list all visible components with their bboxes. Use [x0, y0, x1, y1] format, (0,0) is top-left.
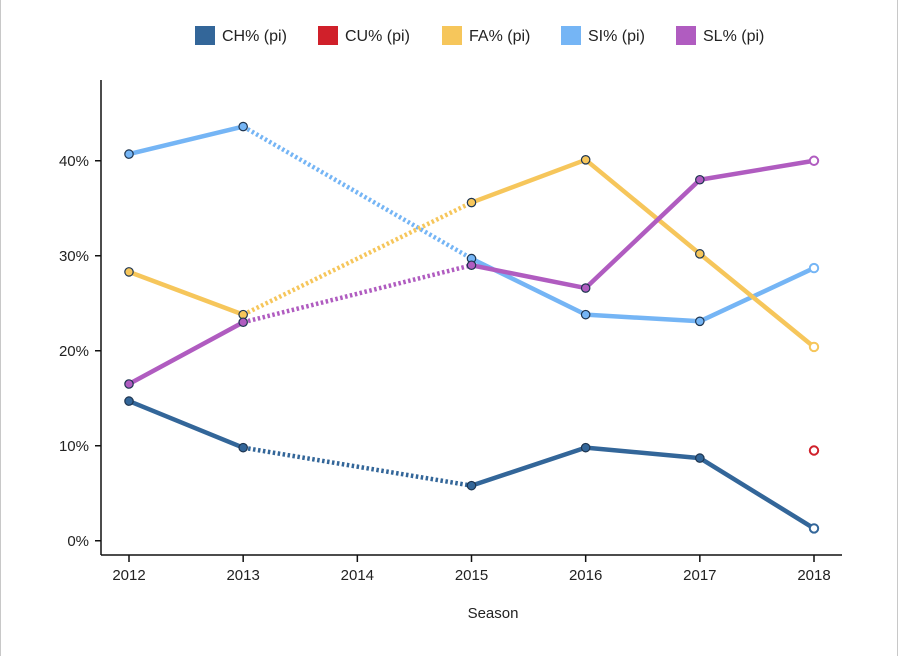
- data-point[interactable]: [808, 523, 820, 534]
- legend-swatch: [195, 26, 215, 45]
- y-tick-label: 10%: [59, 438, 89, 455]
- series-0: [124, 396, 820, 534]
- x-tick-label: 2013: [226, 567, 259, 584]
- series-segment: [697, 265, 817, 324]
- series-segment: [583, 445, 703, 461]
- series-segment: [583, 177, 703, 291]
- data-point[interactable]: [580, 283, 591, 293]
- series-4: [124, 155, 820, 389]
- data-point[interactable]: [124, 267, 134, 277]
- data-point[interactable]: [695, 316, 705, 327]
- y-tick-label: 20%: [59, 343, 89, 360]
- series-segment: [583, 312, 703, 324]
- y-tick-label: 30%: [59, 248, 89, 265]
- series-gap-segment: [242, 263, 473, 325]
- legend-label: SI% (pi): [588, 28, 645, 45]
- x-tick-label: 2014: [341, 567, 374, 584]
- legend-item[interactable]: FA% (pi): [442, 26, 530, 45]
- data-point[interactable]: [466, 197, 477, 208]
- x-tick-label: 2015: [455, 567, 488, 584]
- series-1: [808, 445, 820, 456]
- legend-label: SL% (pi): [703, 28, 764, 45]
- legend-label: CU% (pi): [345, 28, 410, 45]
- legend-item[interactable]: SL% (pi): [676, 26, 764, 45]
- data-point[interactable]: [695, 453, 705, 463]
- data-point[interactable]: [808, 262, 820, 274]
- series-segment: [126, 398, 246, 450]
- series-gap-segment: [242, 445, 472, 488]
- legend-item[interactable]: CH% (pi): [195, 26, 287, 45]
- x-tick-label: 2012: [112, 567, 145, 584]
- series-segment: [469, 157, 588, 205]
- series-segment: [697, 251, 817, 350]
- legend-swatch: [318, 26, 338, 45]
- data-point[interactable]: [124, 396, 134, 406]
- series-segment: [126, 269, 246, 317]
- series-segment: [583, 157, 703, 257]
- legend-label: CH% (pi): [222, 28, 287, 45]
- series-segment: [697, 455, 817, 531]
- y-tick-label: 0%: [67, 533, 89, 550]
- series-group: [124, 121, 820, 534]
- data-point[interactable]: [124, 379, 134, 389]
- series-3: [124, 121, 820, 327]
- data-point[interactable]: [808, 155, 820, 166]
- data-point[interactable]: [238, 121, 248, 132]
- series-gap-segment: [242, 124, 473, 261]
- series-segment: [126, 320, 246, 387]
- x-ticks: 2012 2013 2014 2015 2016 2017 2018: [112, 555, 831, 584]
- x-tick-label: 2018: [797, 567, 830, 584]
- legend-label: FA% (pi): [469, 28, 530, 45]
- legend-item[interactable]: CU% (pi): [318, 26, 410, 45]
- legend-swatch: [676, 26, 696, 45]
- data-point[interactable]: [238, 442, 248, 453]
- x-tick-label: 2016: [569, 567, 602, 584]
- series-segment: [126, 124, 246, 157]
- x-tick-label: 2017: [683, 567, 716, 584]
- data-point[interactable]: [695, 174, 705, 185]
- y-ticks: 0% 10% 20% 30% 40%: [59, 153, 101, 550]
- data-point[interactable]: [238, 317, 248, 328]
- series-segment: [469, 445, 588, 488]
- series-gap-segment: [242, 200, 473, 317]
- x-axis-title: Season: [468, 605, 519, 622]
- y-tick-label: 40%: [59, 153, 89, 170]
- series-segment: [469, 263, 588, 291]
- data-point[interactable]: [580, 309, 591, 320]
- data-point[interactable]: [466, 480, 477, 491]
- data-point[interactable]: [580, 155, 591, 165]
- data-point[interactable]: [695, 249, 705, 259]
- legend-item[interactable]: SI% (pi): [561, 26, 645, 45]
- legend: CH% (pi) CU% (pi) FA% (pi) SI% (pi) SL% (pi): [195, 26, 764, 45]
- data-point[interactable]: [124, 149, 134, 159]
- legend-swatch: [442, 26, 462, 45]
- series-segment: [697, 158, 817, 182]
- data-point[interactable]: [808, 341, 820, 353]
- legend-swatch: [561, 26, 581, 45]
- data-point[interactable]: [808, 445, 820, 456]
- data-point[interactable]: [466, 260, 477, 271]
- data-point[interactable]: [580, 442, 591, 453]
- series-2: [124, 155, 820, 353]
